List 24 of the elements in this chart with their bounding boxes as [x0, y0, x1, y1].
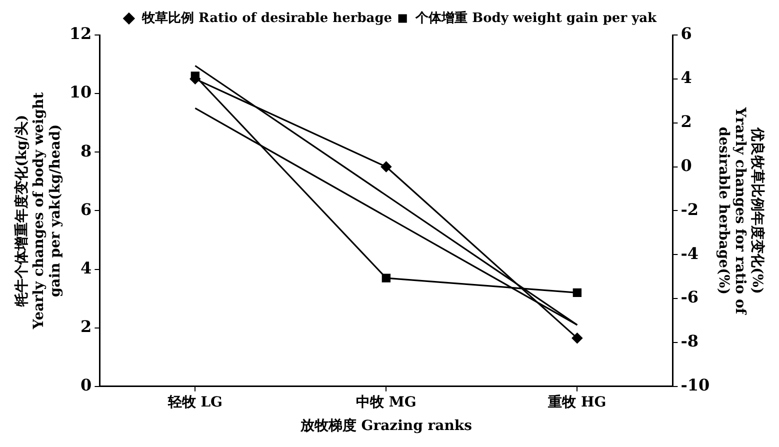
x-tick-label: 轻牧 LG: [166, 394, 223, 410]
legend-label: 个体增重 Body weight gain per yak: [414, 10, 658, 26]
y-tick-label: 12: [69, 24, 92, 44]
y2-tick-label: 2: [680, 112, 692, 132]
y-tick-label: 0: [80, 376, 92, 395]
y2-tick-label: 4: [680, 68, 692, 88]
y-tick-label: 8: [80, 141, 92, 160]
y-tick-label: 6: [80, 200, 92, 219]
y-axis-title: 牦牛个体增重年度变化(kg/头) Yearly changes of body weight gain per yak(kg/head): [13, 92, 64, 330]
x-axis-title: 放牧梯度 Grazing ranks: [299, 417, 472, 434]
y-tick-label: 2: [80, 316, 92, 336]
x-tick-label: 中牧 MG: [356, 394, 416, 410]
y2-tick-label: 0: [680, 156, 692, 175]
y2-tick-label: 6: [680, 24, 692, 44]
y2-tick-label: -2: [680, 200, 698, 219]
y-tick-label: 10: [69, 82, 92, 102]
y-tick-label: 4: [80, 258, 92, 278]
y2-tick-label: -10: [680, 376, 710, 395]
x-tick-label: 重牧 HG: [547, 394, 606, 410]
legend-label: 牧草比例 Ratio of desirable herbage: [140, 10, 392, 26]
y2-tick-label: -6: [680, 288, 698, 307]
y2-axis-title: 优良牧草比例年度变化(%) Yrarly changes for ratio of desirable herbage(%): [715, 106, 766, 316]
y2-tick-label: -4: [680, 244, 698, 263]
y2-tick-label: -8: [680, 332, 698, 351]
